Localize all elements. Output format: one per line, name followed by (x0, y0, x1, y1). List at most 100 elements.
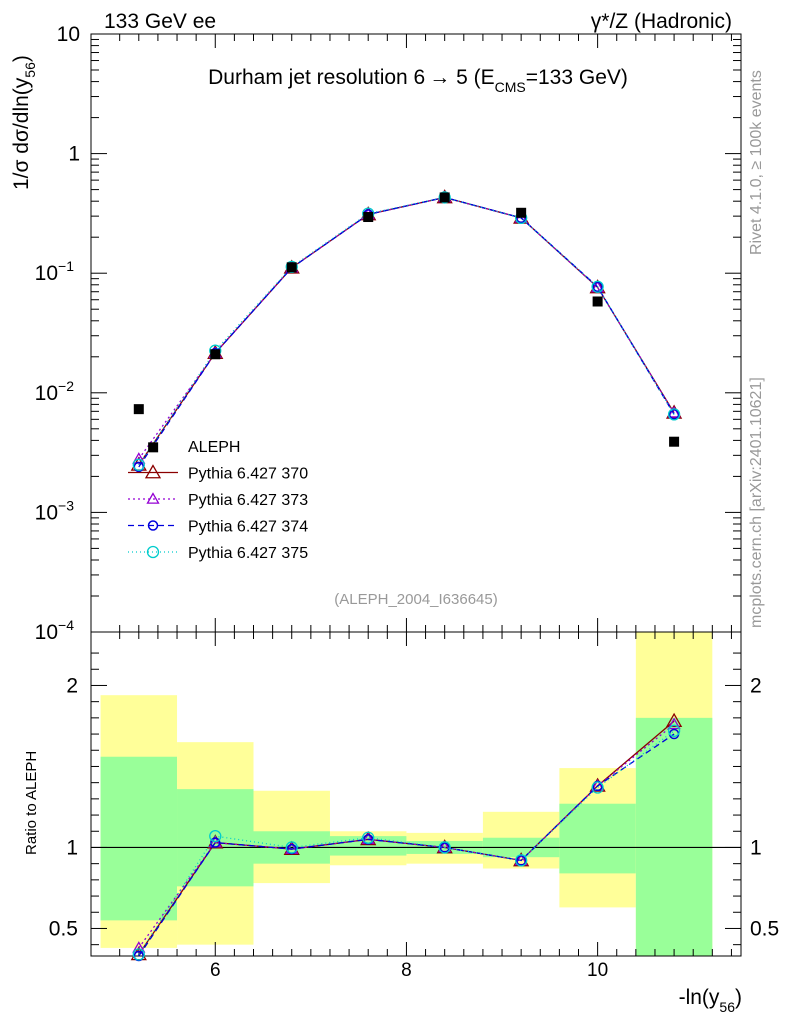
series-point-p374 (592, 281, 603, 293)
x-axis-label-sub: 56 (719, 999, 735, 1015)
series-point-p373 (667, 406, 681, 418)
series-line-p374 (138, 196, 675, 468)
y-axis-label-sub: 56 (22, 62, 38, 78)
data-point (363, 212, 374, 223)
data-point (210, 349, 221, 360)
analysis-id: (ALEPH_2004_I636645) (334, 591, 497, 608)
ratio-series (130, 712, 683, 962)
ratio-frame (90, 631, 742, 957)
plot-title-prefix: Durham jet resolution 6 (208, 66, 425, 89)
ratio-point-p373 (667, 717, 681, 730)
legend-marker-p374 (147, 520, 159, 531)
ratio-bands (100, 632, 713, 956)
main-series (130, 189, 683, 473)
y-tick-exp: −1 (58, 258, 74, 274)
ratio-axis-label: Ratio to ALEPH (23, 751, 40, 855)
series-point-p375 (438, 191, 451, 204)
series-point-p374 (668, 409, 680, 420)
series-point-p375 (667, 408, 681, 421)
plot-title-arrow: → (429, 66, 450, 89)
data-point (148, 442, 159, 453)
band-inner-6 (559, 803, 636, 874)
y-tick-label-2: 10−1 (35, 258, 75, 285)
y-tick-label-0: 10 (57, 23, 80, 46)
legend-marker-p370 (144, 464, 162, 479)
series-point-p375 (132, 458, 145, 471)
ratio-y-label-right-0: 0.5 (750, 917, 779, 940)
main-frame (90, 33, 742, 633)
ratio-point-p375 (209, 829, 222, 843)
y-tick-base: 10 (35, 382, 58, 405)
header-left: 133 GeV ee (104, 10, 216, 33)
data-point (592, 296, 603, 307)
plot-title: Durham jet resolution 6 → 5 (ECMS=133 GeV… (208, 66, 628, 95)
data-point (516, 207, 527, 218)
legend-label-1: Pythia 6.427 370 (188, 466, 308, 483)
y-tick-label-3: 10−2 (35, 378, 75, 405)
ratio-y-label-left-0: 0.5 (49, 917, 78, 940)
ratio-y-label-left-1: 1 (66, 836, 78, 859)
plot-title-sub: CMS (495, 79, 526, 95)
band-inner-7 (635, 717, 713, 956)
x-tick-label-0: 6 (210, 960, 221, 981)
mcplots-label: mcplots.cern.ch [arXiv:2401.10621] (748, 377, 765, 628)
ratio-point-p375 (514, 854, 528, 867)
y-tick-label-4: 10−3 (35, 497, 75, 524)
band-inner-0 (100, 756, 178, 921)
legend-label-4: Pythia 6.427 375 (188, 545, 308, 562)
ratio-line-p374 (138, 733, 675, 957)
ratio-point-p375 (667, 724, 681, 737)
plot-title-suffix: =133 GeV) (526, 66, 628, 89)
data-point (439, 192, 450, 203)
y-tick-exp: −4 (58, 617, 74, 633)
legend: ALEPH Pythia 6.427 370 Pythia 6.427 373 Pyt… (128, 439, 308, 562)
y-tick-base: 10 (35, 501, 58, 524)
series-line-p373 (138, 196, 675, 460)
data-point (133, 404, 144, 415)
y-axis-label-close: ) (10, 55, 33, 62)
ratio-ticks: 6 8 10 0.5 0.5 1 1 2 2 (49, 632, 779, 981)
x-axis-label: -ln(y56) (679, 986, 742, 1015)
series-line-p370 (138, 196, 675, 466)
data-point (286, 262, 297, 273)
series-line-p375 (138, 196, 675, 466)
y-tick-exp: −3 (58, 497, 74, 513)
y-tick-label-5: 10−4 (35, 617, 75, 644)
ratio-point-p375 (362, 831, 375, 844)
x-axis-label-close: ) (735, 986, 742, 1009)
x-tick-label-2: 10 (587, 960, 608, 981)
legend-label-0: ALEPH (188, 439, 240, 456)
ratio-point-p370 (665, 712, 683, 727)
y-tick-base: 10 (35, 621, 58, 644)
ratio-y-label-left-2: 2 (66, 674, 78, 697)
legend-label-3: Pythia 6.427 374 (188, 519, 308, 536)
plot-title-mid: 5 (E (450, 66, 494, 89)
y-axis-label: 1/σ dσ/dln(y56) (10, 55, 38, 190)
x-tick-label-1: 8 (401, 960, 412, 981)
y-tick-label-1: 1 (68, 143, 80, 166)
main-data-points (133, 192, 680, 453)
series-point-p375 (591, 280, 604, 293)
ratio-y-label-right-2: 2 (750, 674, 762, 697)
ratio-point-p375 (591, 781, 604, 794)
legend-label-2: Pythia 6.427 373 (188, 492, 308, 509)
legend-marker-p375 (146, 545, 160, 559)
ratio-point-p375 (285, 841, 298, 854)
ratio-point-p375 (132, 948, 145, 961)
header-right: γ*/Z (Hadronic) (591, 10, 732, 33)
y-tick-base: 1 (68, 143, 80, 166)
ratio-y-label-right-1: 1 (750, 836, 762, 859)
ratio-panel: 6 8 10 0.5 0.5 1 1 2 2 (49, 631, 779, 981)
y-tick-base: 10 (35, 262, 58, 285)
data-point (669, 436, 680, 447)
ratio-point-p375 (438, 841, 451, 854)
y-axis-label-main: 1/σ dσ/dln(y (10, 77, 33, 190)
y-tick-base: 10 (57, 23, 80, 46)
ratio-point-p374 (515, 855, 527, 866)
rivet-label: Rivet 4.1.0, ≥ 100k events (748, 70, 765, 255)
y-tick-exp: −2 (58, 378, 74, 394)
ratio-point-p374 (439, 842, 450, 853)
x-axis-label-main: -ln(y (679, 986, 720, 1009)
